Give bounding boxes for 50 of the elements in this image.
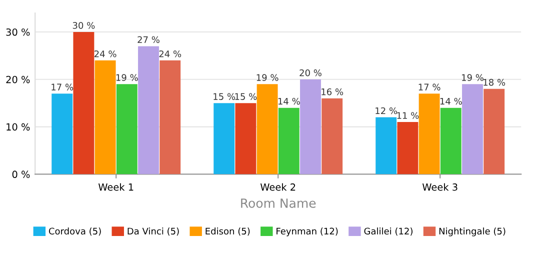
data-label: 17 %: [52, 84, 74, 90]
data-label: 19 %: [462, 74, 484, 81]
data-label: 27 %: [138, 36, 160, 44]
data-label: 14 %: [278, 98, 300, 105]
x-axis-title: Room Name: [241, 198, 316, 208]
y-tick-label: 0 %: [12, 170, 30, 178]
bar: [418, 94, 440, 174]
data-label: 20 %: [300, 69, 322, 76]
bar: [278, 108, 300, 174]
data-label: 15 %: [235, 93, 257, 100]
bar: [397, 122, 418, 174]
bar: [484, 88, 505, 174]
bar: [73, 32, 94, 174]
data-label: 19 %: [256, 74, 278, 81]
bar: [440, 108, 462, 174]
data-label: 15 %: [214, 93, 236, 100]
data-label: 17 %: [418, 84, 440, 90]
bar: [376, 117, 397, 174]
data-label: 14 %: [440, 98, 462, 105]
bar: [116, 84, 138, 174]
bar: [138, 46, 159, 174]
bar: [322, 98, 343, 174]
bar: [214, 103, 235, 174]
legend-label: Galilei (12): [364, 228, 412, 236]
data-label: 12 %: [376, 107, 398, 114]
x-tick-label: Week 3: [422, 183, 458, 191]
bar: [462, 84, 483, 174]
data-label: 30 %: [72, 22, 95, 29]
data-label: 24 %: [159, 50, 182, 58]
y-tick-label: 30 %: [6, 28, 30, 36]
legend-label: Nightingale (5): [439, 228, 506, 236]
bar: [52, 94, 73, 174]
data-label: 11 %: [397, 112, 419, 119]
x-tick-label: Week 1: [98, 183, 134, 191]
data-label: 19 %: [116, 74, 138, 81]
data-label: 16 %: [322, 88, 344, 96]
data-label: 18 %: [484, 78, 506, 86]
x-tick-label: Week 2: [260, 183, 296, 191]
legend-label: Feynman (12): [276, 228, 338, 236]
legend-label: Da Vinci (5): [128, 228, 179, 236]
legend-label: Edison (5): [206, 228, 250, 236]
legend-label: Cordova (5): [48, 228, 101, 236]
y-tick-label: 20 %: [6, 76, 30, 84]
bar: [256, 84, 278, 174]
data-label: 24 %: [94, 50, 116, 58]
bar: [94, 60, 116, 174]
y-tick-label: 10 %: [6, 123, 30, 131]
bar: [300, 79, 321, 174]
bar: [160, 60, 181, 174]
bar: [235, 103, 256, 174]
